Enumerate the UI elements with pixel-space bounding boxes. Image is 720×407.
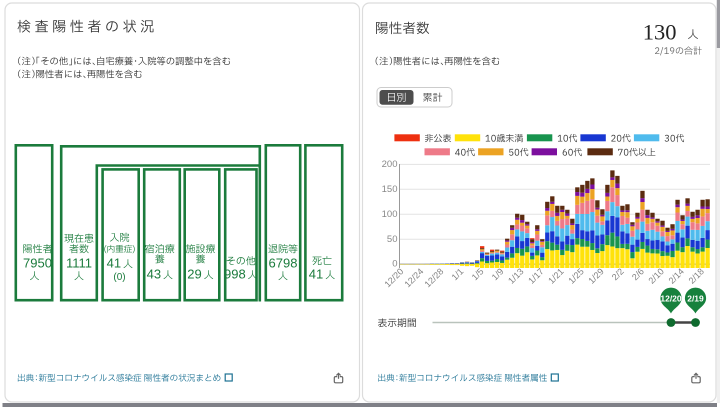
svg-text:0: 0 <box>392 259 397 270</box>
svg-text:41: 41 <box>309 267 323 282</box>
svg-text:200: 200 <box>382 159 398 170</box>
svg-text:130: 130 <box>643 19 677 44</box>
svg-text:998: 998 <box>224 267 246 282</box>
svg-text:(0): (0) <box>113 272 125 283</box>
svg-text:50: 50 <box>387 234 398 245</box>
svg-text:1111: 1111 <box>66 256 92 271</box>
svg-text:29: 29 <box>187 267 201 282</box>
svg-text:7950: 7950 <box>23 256 52 271</box>
svg-text:100: 100 <box>382 209 398 220</box>
svg-text:12/20: 12/20 <box>660 294 682 304</box>
svg-text:2/19: 2/19 <box>687 294 704 304</box>
svg-text:41: 41 <box>107 256 121 271</box>
svg-text:150: 150 <box>382 184 398 195</box>
svg-text:6798: 6798 <box>269 256 298 271</box>
svg-text:43: 43 <box>147 267 161 282</box>
